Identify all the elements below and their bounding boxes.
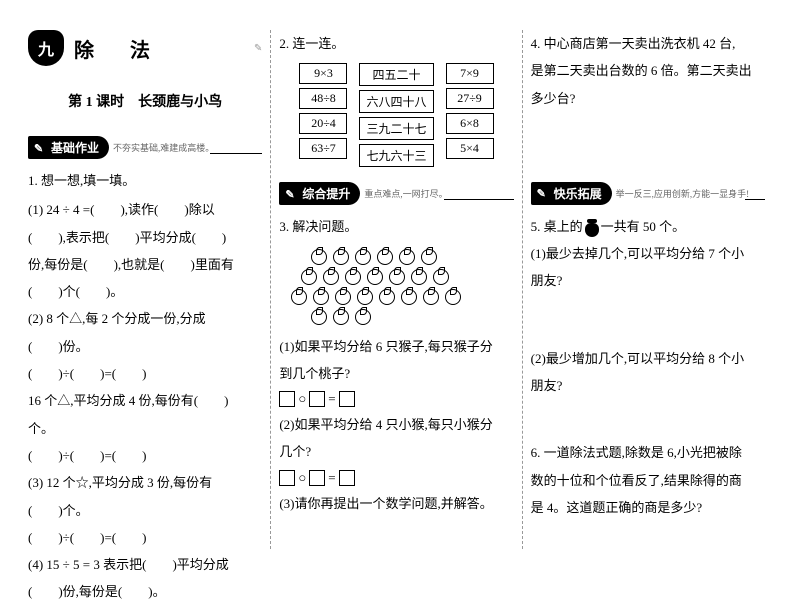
connect-grid: 9×3 48÷8 20÷4 63÷7 四五二十 六八四十八 三九二十七 七九六十… (279, 63, 513, 167)
q4b: 是第二天卖出台数的 6 倍。第二天卖出 (531, 57, 765, 84)
chapter-header: 九 除 法 ✎ (28, 30, 262, 66)
q1-2b: ( )份。 (28, 333, 262, 360)
connect-mid: 四五二十 六八四十八 三九二十七 七九六十三 (359, 63, 433, 167)
connect-box: 四五二十 (359, 63, 433, 86)
q1: 1. 想一想,填一填。 (28, 167, 262, 194)
q4c: 多少台? (531, 85, 765, 112)
eq-line-1: ○= (279, 391, 513, 407)
q6b: 数的十位和个位看反了,结果除得的商 (531, 467, 765, 494)
connect-box: 5×4 (446, 138, 494, 159)
connect-box: 七九六十三 (359, 144, 433, 167)
connect-box: 63÷7 (299, 138, 347, 159)
q1-2e: 个。 (28, 415, 262, 442)
connect-left: 9×3 48÷8 20÷4 63÷7 (299, 63, 347, 167)
basic-sub: 不夯实基础,难建成高楼。 (113, 141, 214, 154)
pencil-icon (34, 141, 48, 155)
connect-box: 9×3 (299, 63, 347, 84)
q1-3a: (3) 12 个☆,平均分成 3 份,每份有 (28, 469, 262, 496)
connect-right: 7×9 27÷9 6×8 5×4 (446, 63, 494, 167)
q1-2c: ( )÷( )=( ) (28, 360, 262, 387)
basic-section-header: 基础作业 不夯实基础,难建成高楼。 (28, 136, 262, 159)
column-1: 九 除 法 ✎ 第 1 课时 长颈鹿与小鸟 基础作业 不夯实基础,难建成高楼。 … (20, 30, 271, 549)
q3-2b: 几个? (279, 438, 513, 465)
section-underline (210, 153, 262, 154)
lesson-title: 第 1 课时 长颈鹿与小鸟 (28, 91, 262, 111)
comp-badge: 综合提升 (279, 182, 360, 205)
q1-1c: 份,每份是( ),也就是( )里面有 (28, 251, 262, 278)
lesson-unit: 课时 (96, 95, 124, 110)
strawberry-icon (583, 219, 601, 237)
q1-1b: ( ),表示把( )平均分成( ) (28, 224, 262, 251)
pencil-icon (537, 186, 551, 200)
connect-box: 20÷4 (299, 113, 347, 134)
q3-2a: (2)如果平均分给 4 只小猴,每只小猴分 (279, 411, 513, 438)
q1-4a: (4) 15 ÷ 5 = 3 表示把( )平均分成 (28, 551, 262, 578)
q4a: 4. 中心商店第一天卖出洗衣机 42 台, (531, 30, 765, 57)
basic-label: 基础作业 (51, 139, 99, 156)
chapter-title: 除 法 (74, 34, 158, 63)
q1-1d: ( )个( )。 (28, 278, 262, 305)
pencil-icon: ✎ (254, 43, 262, 54)
q2: 2. 连一连。 (279, 30, 513, 57)
q6c: 是 4。这道题正确的商是多少? (531, 494, 765, 521)
happy-badge: 快乐拓展 (531, 182, 612, 205)
q1-3c: ( )÷( )=( ) (28, 524, 262, 551)
q6a: 6. 一道除法式题,除数是 6,小光把被除 (531, 439, 765, 466)
basic-badge: 基础作业 (28, 136, 109, 159)
q3: 3. 解决问题。 (279, 213, 513, 240)
comp-label: 综合提升 (302, 185, 350, 202)
column-3: 4. 中心商店第一天卖出洗衣机 42 台, 是第二天卖出台数的 6 倍。第二天卖… (523, 30, 773, 549)
happy-sub: 举一反三,应用创新,方能一显身手! (616, 187, 750, 200)
chapter-number-badge: 九 (28, 30, 64, 66)
pencil-icon (285, 187, 299, 201)
q1-4b: ( )份,每份是( )。 (28, 578, 262, 605)
connect-box: 六八四十八 (359, 90, 433, 113)
q5-1b: 朋友? (531, 267, 765, 294)
q1-2a: (2) 8 个△,每 2 个分成一份,分成 (28, 305, 262, 332)
peach-diagram (279, 247, 513, 327)
comp-section-header: 综合提升 重点难点,一网打尽。 (279, 182, 513, 205)
connect-box: 48÷8 (299, 88, 347, 109)
q5-2a: (2)最少增加几个,可以平均分给 8 个小 (531, 345, 765, 372)
section-underline (444, 199, 514, 200)
q1-3b: ( )个。 (28, 497, 262, 524)
q5-1a: (1)最少去掉几个,可以平均分给 7 个小 (531, 240, 765, 267)
q5-2b: 朋友? (531, 372, 765, 399)
q5: 5. 桌上的 一共有 50 个。 (531, 213, 765, 240)
q1-2d: 16 个△,平均分成 4 份,每份有( ) (28, 387, 262, 414)
q3-1b: 到几个桃子? (279, 360, 513, 387)
connect-box: 6×8 (446, 113, 494, 134)
connect-box: 三九二十七 (359, 117, 433, 140)
lesson-name: 长颈鹿与小鸟 (138, 95, 222, 110)
eq-line-2: ○= (279, 470, 513, 486)
lesson-num: 1 (86, 95, 93, 110)
q5a: 5. 桌上的 (531, 219, 583, 234)
column-2: 2. 连一连。 9×3 48÷8 20÷4 63÷7 四五二十 六八四十八 三九… (271, 30, 522, 549)
comp-sub: 重点难点,一网打尽。 (364, 187, 447, 200)
q3-3: (3)请你再提出一个数学问题,并解答。 (279, 490, 513, 517)
lesson-prefix: 第 (68, 95, 82, 110)
section-underline (745, 199, 765, 200)
connect-box: 7×9 (446, 63, 494, 84)
q5b: 一共有 50 个。 (601, 219, 686, 234)
q3-1a: (1)如果平均分给 6 只猴子,每只猴子分 (279, 333, 513, 360)
q1-2f: ( )÷( )=( ) (28, 442, 262, 469)
happy-section-header: 快乐拓展 举一反三,应用创新,方能一显身手! (531, 182, 765, 205)
q1-1a: (1) 24 ÷ 4 =( ),读作( )除以 (28, 196, 262, 223)
happy-label: 快乐拓展 (554, 185, 602, 202)
connect-box: 27÷9 (446, 88, 494, 109)
